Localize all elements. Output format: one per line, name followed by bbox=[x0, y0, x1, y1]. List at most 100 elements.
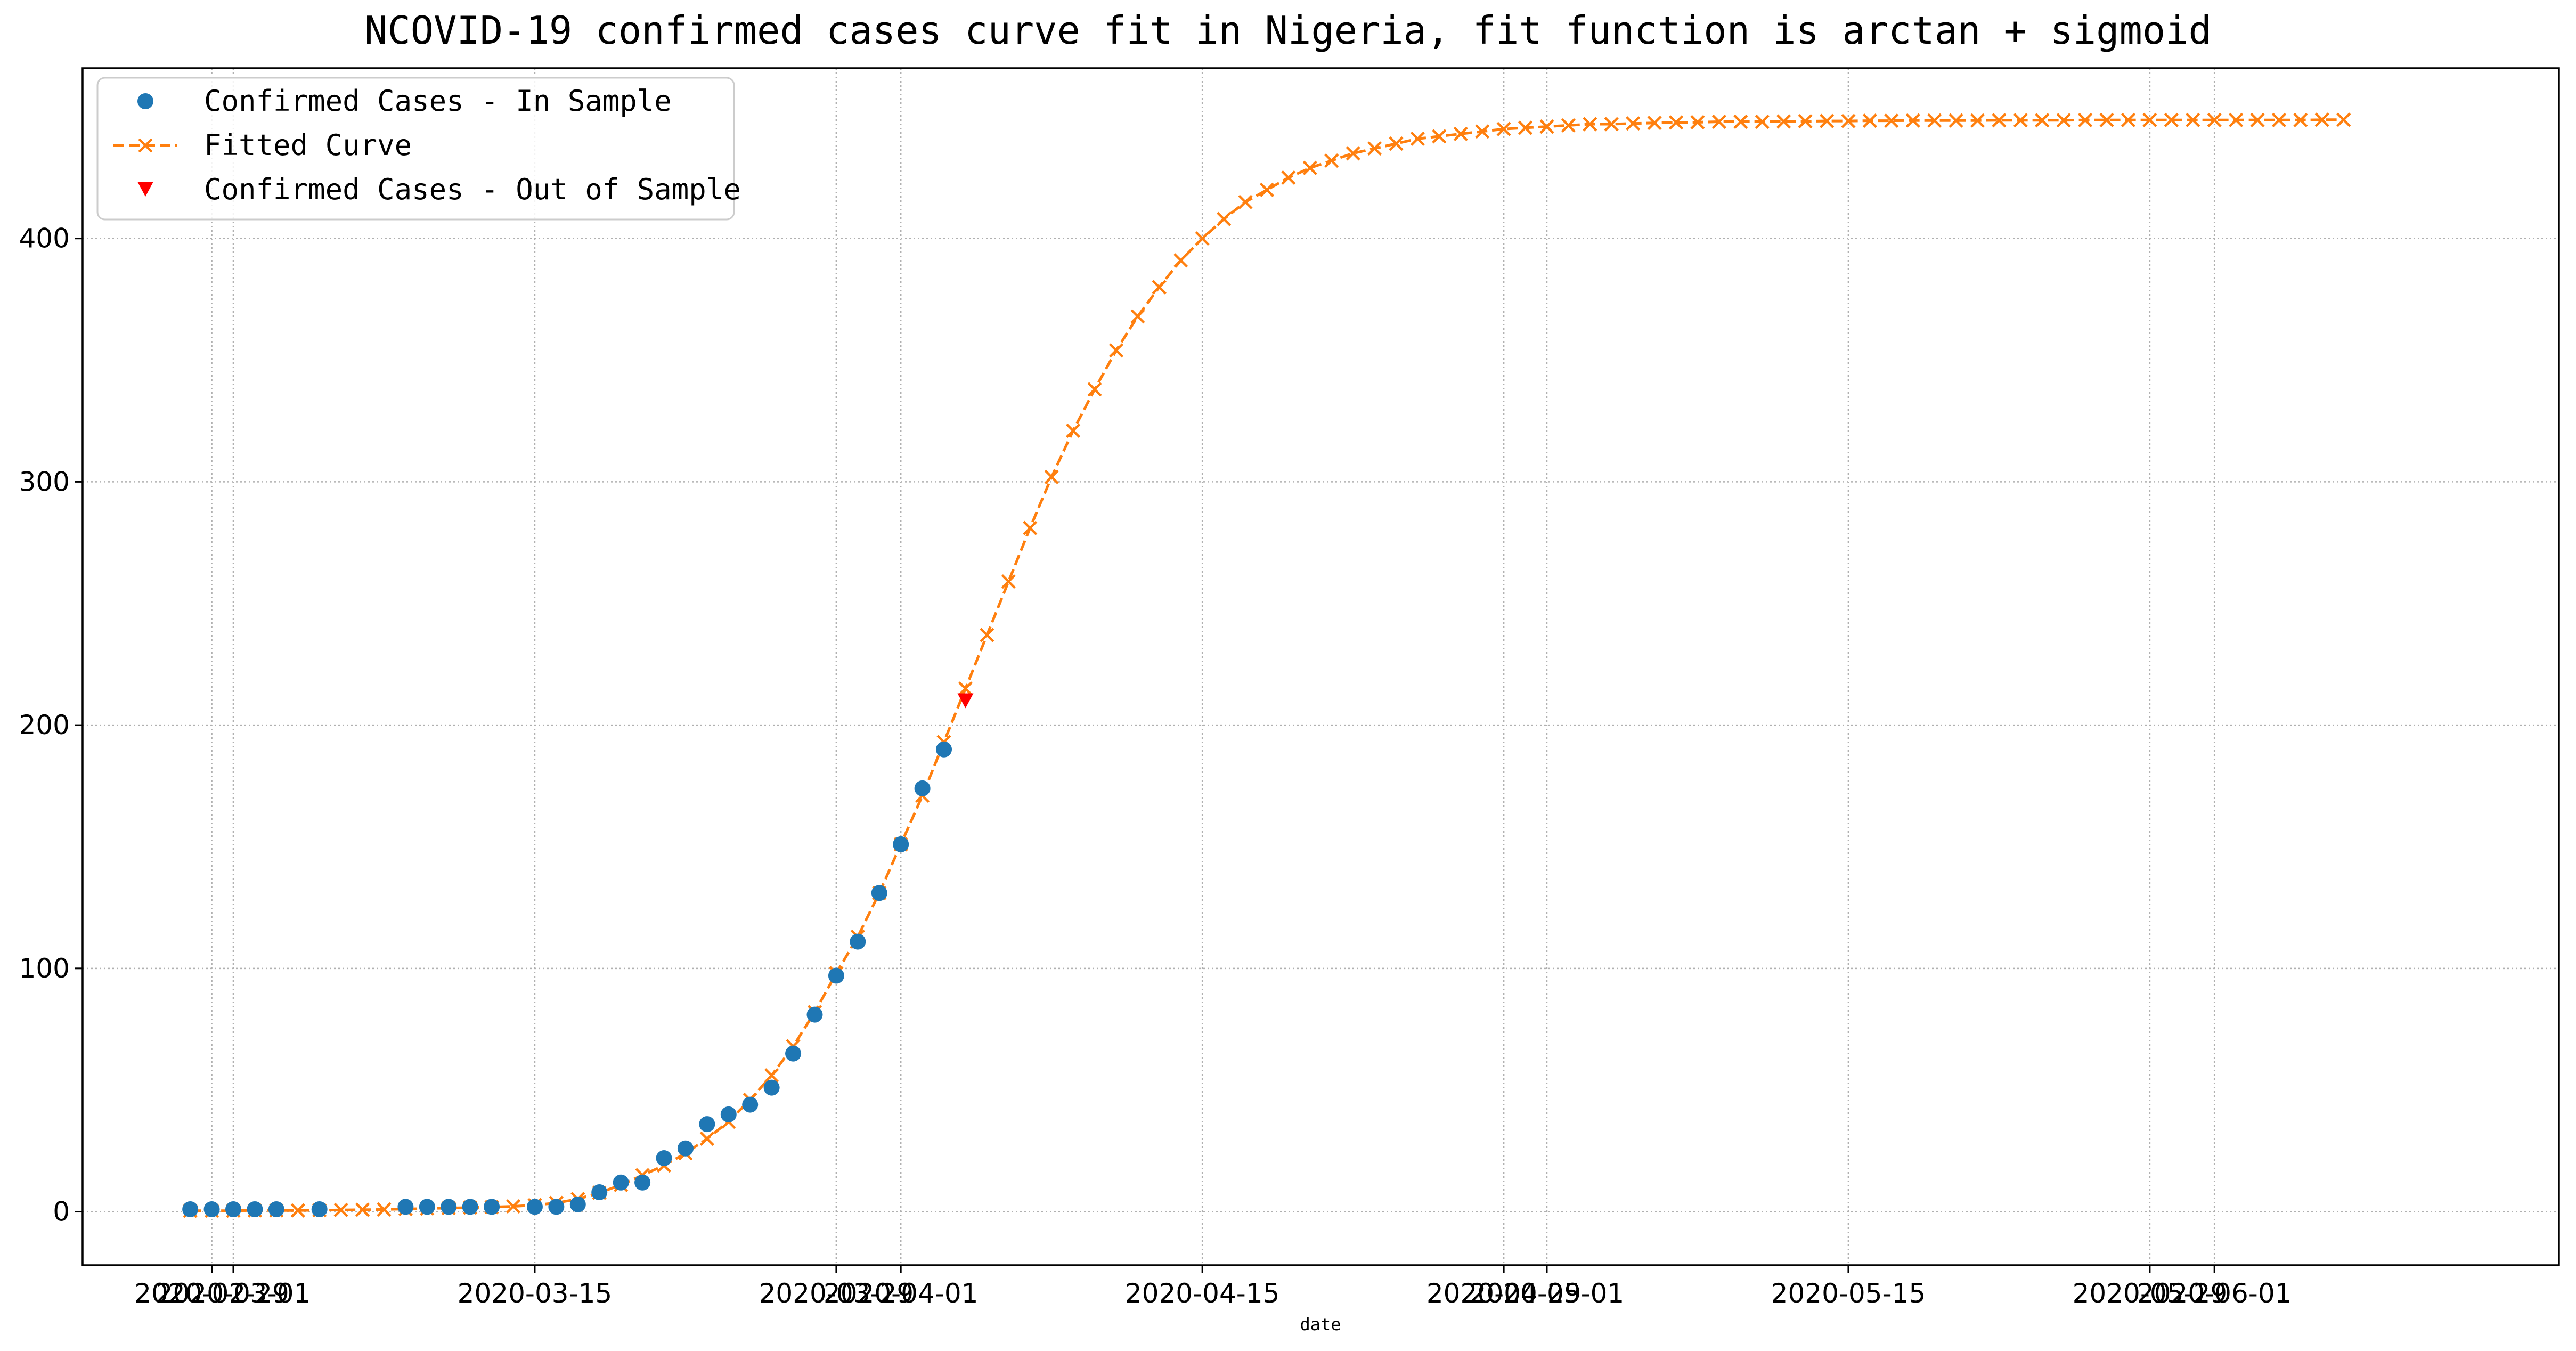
fitted-point-2020-04-21 bbox=[1324, 153, 1339, 168]
fitted-point-2020-05-10 bbox=[1733, 114, 1748, 129]
fitted-point-2020-03-04 bbox=[290, 1203, 305, 1218]
fitted-point-2020-04-15 bbox=[1195, 231, 1210, 246]
fitted-point-2020-05-27 bbox=[2099, 112, 2114, 127]
fitted-point-2020-05-11 bbox=[1755, 114, 1770, 129]
fitted-point-2020-04-10 bbox=[1087, 382, 1102, 397]
in-sample-point-2020-03-24 bbox=[720, 1106, 737, 1122]
fitted-point-2020-05-15 bbox=[1841, 113, 1856, 128]
in-sample-point-2020-03-01 bbox=[225, 1201, 241, 1217]
in-sample-point-2020-03-23 bbox=[699, 1116, 715, 1133]
fitted-point-2020-04-06 bbox=[1001, 574, 1016, 589]
x-tick-label: 2020-03-29 bbox=[759, 1278, 914, 1309]
fitted-point-2020-05-01 bbox=[1539, 119, 1554, 134]
fitted-point-2020-05-26 bbox=[2078, 112, 2093, 127]
fitted-point-2020-05-28 bbox=[2121, 112, 2136, 127]
in-sample-point-2020-03-16 bbox=[548, 1199, 565, 1215]
fitted-point-2020-05-24 bbox=[2035, 113, 2050, 128]
out-of-sample-points bbox=[957, 693, 974, 709]
y-tick-label: 400 bbox=[19, 223, 70, 254]
fitted-point-2020-04-11 bbox=[1108, 343, 1124, 358]
fitted-point-2020-05-25 bbox=[2056, 113, 2071, 128]
fitted-point-2020-05-12 bbox=[1776, 114, 1791, 129]
y-axis-ticks: 0 100 200 300 400 bbox=[19, 223, 83, 1227]
chart-title: NCOVID-19 confirmed cases curve fit in N… bbox=[364, 8, 2212, 53]
fitted-point-2020-04-14 bbox=[1173, 253, 1188, 268]
fitted-point-2020-05-03 bbox=[1583, 117, 1597, 132]
in-sample-point-2020-03-15 bbox=[526, 1199, 543, 1215]
x-tick-label: 2020-06-01 bbox=[2137, 1278, 2292, 1309]
fitted-point-2020-06-06 bbox=[2314, 112, 2329, 127]
fitted-point-2020-05-08 bbox=[1690, 115, 1705, 129]
fitted-point-2020-05-20 bbox=[1949, 113, 1963, 128]
fitted-point-2020-04-25 bbox=[1410, 131, 1425, 147]
fitted-point-2020-03-07 bbox=[355, 1202, 370, 1217]
in-sample-point-2020-03-11 bbox=[441, 1199, 457, 1215]
fitted-point-2020-05-14 bbox=[1819, 113, 1835, 128]
in-sample-point-2020-03-02 bbox=[247, 1201, 263, 1217]
x-tick-label: 2020-03-15 bbox=[458, 1278, 613, 1309]
in-sample-point-2020-03-13 bbox=[484, 1199, 500, 1215]
fitted-point-2020-03-23 bbox=[699, 1131, 714, 1146]
legend-box bbox=[96, 77, 735, 221]
in-sample-point-2020-03-26 bbox=[763, 1079, 780, 1096]
legend-marker-fitted bbox=[138, 138, 153, 153]
fitted-point-2020-05-22 bbox=[1992, 113, 2007, 128]
fitted-point-2020-04-08 bbox=[1044, 469, 1059, 484]
y-tick-label: 300 bbox=[19, 466, 70, 497]
fitted-point-2020-04-23 bbox=[1367, 141, 1382, 156]
x-tick-label: 2020-05-29 bbox=[2073, 1278, 2228, 1309]
x-tick-label: 2020-03-01 bbox=[156, 1278, 311, 1309]
fitted-point-2020-04-22 bbox=[1346, 146, 1360, 161]
legend-label-fitted: Fitted Curve bbox=[204, 128, 412, 162]
legend-label-out-of-sample: Confirmed Cases - Out of Sample bbox=[204, 173, 741, 206]
fitted-point-2020-04-12 bbox=[1130, 309, 1145, 324]
x-tick-label: 2020-04-15 bbox=[1125, 1278, 1280, 1309]
fitted-point-2020-04-29 bbox=[1496, 121, 1511, 136]
fitted-point-2020-04-05 bbox=[980, 628, 994, 642]
fitted-point-2020-04-30 bbox=[1518, 120, 1533, 135]
fitted-point-2020-05-07 bbox=[1668, 115, 1684, 130]
in-sample-point-2020-03-10 bbox=[419, 1199, 435, 1215]
plot-frame bbox=[81, 67, 2560, 1266]
in-sample-point-2020-03-18 bbox=[591, 1184, 608, 1200]
in-sample-point-2020-02-28 bbox=[182, 1201, 199, 1217]
in-sample-point-2020-03-30 bbox=[850, 933, 866, 950]
fitted-point-2020-05-19 bbox=[1927, 113, 1942, 128]
fitted-point-2020-03-26 bbox=[764, 1068, 779, 1083]
in-sample-point-2020-03-09 bbox=[397, 1199, 414, 1215]
fitted-point-2020-04-24 bbox=[1389, 136, 1404, 151]
y-tick-label: 100 bbox=[19, 953, 70, 984]
x-tick-label: 2020-04-29 bbox=[1426, 1278, 1582, 1309]
legend-marker-out-of-sample bbox=[137, 182, 153, 197]
in-sample-point-2020-03-29 bbox=[828, 967, 844, 984]
legend-label-in-sample: Confirmed Cases - In Sample bbox=[204, 84, 672, 118]
in-sample-point-2020-04-01 bbox=[893, 836, 909, 852]
fitted-point-2020-05-06 bbox=[1647, 116, 1662, 131]
fitted-point-2020-06-04 bbox=[2271, 112, 2287, 127]
y-tick-label: 200 bbox=[19, 710, 70, 740]
x-tick-label: 2020-04-01 bbox=[824, 1278, 979, 1309]
x-axis-label: date bbox=[1300, 1314, 1341, 1334]
fitted-point-2020-03-06 bbox=[333, 1202, 348, 1217]
fitted-point-2020-04-27 bbox=[1453, 126, 1468, 141]
in-sample-point-2020-03-19 bbox=[613, 1174, 629, 1191]
fitted-point-2020-04-26 bbox=[1432, 129, 1447, 144]
fitted-point-2020-06-07 bbox=[2336, 112, 2351, 127]
in-sample-point-2020-03-05 bbox=[311, 1201, 328, 1217]
fitted-point-2020-04-16 bbox=[1216, 211, 1232, 226]
fitted-point-2020-05-13 bbox=[1798, 113, 1813, 129]
fitted-point-2020-04-07 bbox=[1023, 520, 1038, 535]
grid-lines bbox=[83, 68, 2559, 1265]
x-tick-label: 2020-05-01 bbox=[1470, 1278, 1625, 1309]
fitted-point-2020-04-13 bbox=[1152, 280, 1167, 295]
in-sample-points bbox=[182, 741, 952, 1217]
fitted-point-2020-05-05 bbox=[1626, 116, 1641, 131]
y-tick-label: 0 bbox=[53, 1197, 70, 1227]
in-sample-point-2020-03-20 bbox=[634, 1174, 651, 1191]
fitted-point-2020-06-03 bbox=[2250, 112, 2265, 127]
fitted-point-2020-04-17 bbox=[1238, 194, 1253, 209]
legend-marker-in-sample bbox=[137, 93, 153, 109]
